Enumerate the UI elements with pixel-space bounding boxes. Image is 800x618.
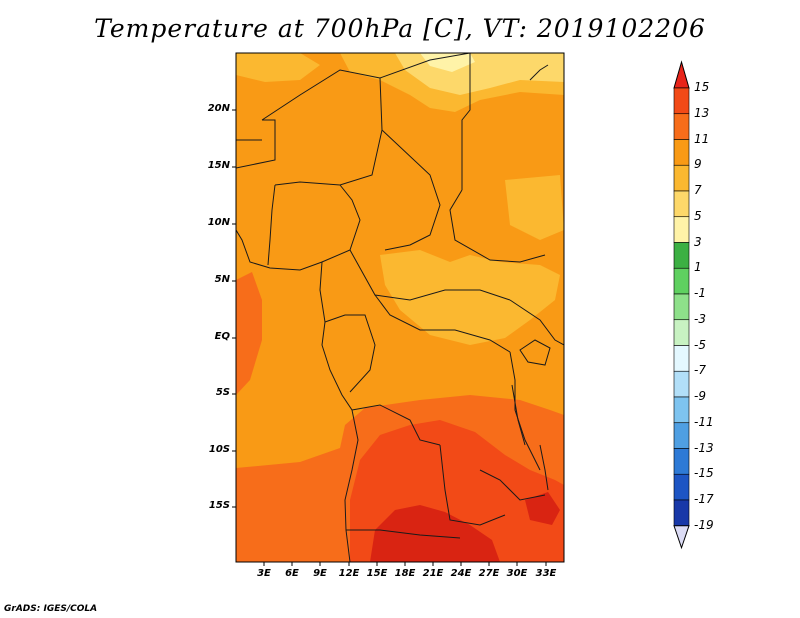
border-nigeria-cameroon: [321, 184, 361, 263]
lat-label: 15N: [207, 160, 230, 171]
colorbar-label: 15: [694, 80, 710, 94]
colorbar-segment: [673, 345, 690, 372]
colorbar-label: 3: [694, 234, 702, 249]
colorbar-label: 13: [694, 105, 710, 120]
colorbar-label: -1: [694, 286, 706, 300]
lake-victoria: [519, 339, 551, 366]
border-libya: [379, 53, 471, 79]
colorbar-label: -19: [694, 517, 714, 532]
border-niger-chad: [274, 77, 383, 186]
colorbar-segment: [673, 473, 690, 501]
field-light-ne: [505, 175, 564, 240]
border-car: [349, 249, 511, 301]
field-hottest-core: [370, 505, 500, 562]
border-angola-drc: [351, 404, 441, 446]
colorbar-segment: [673, 139, 690, 166]
map-title: Temperature at 700hPa [C], VT: 201910220…: [94, 14, 706, 43]
colorbar-top-arrow: [673, 60, 690, 89]
lon-label: 30E: [506, 568, 528, 579]
lon-label: 15E: [366, 568, 388, 579]
colorbar-label: -15: [694, 466, 714, 481]
grads-credit: GrADS: IGES/COLA: [4, 604, 98, 614]
colorbar-label: -7: [694, 363, 706, 378]
border-nigeria: [267, 184, 276, 266]
border-drc-east: [509, 351, 541, 471]
border-zambia: [479, 469, 546, 501]
lat-label: EQ: [214, 331, 230, 342]
colorbar-label: -11: [694, 414, 714, 429]
lon-label: 3E: [257, 568, 271, 579]
lon-label: 6E: [285, 568, 299, 579]
lat-label: 15S: [208, 500, 230, 511]
border-sudan-east: [449, 189, 546, 263]
field-hottest-east: [525, 492, 560, 525]
lat-label: 20N: [207, 103, 230, 114]
coastline-west: [236, 229, 359, 562]
colorbar-segment: [673, 422, 690, 449]
colorbar-label: -3: [694, 311, 706, 326]
border-angola-namibia: [346, 529, 461, 539]
colorbar-segment: [673, 190, 690, 218]
lon-label: 18E: [394, 568, 416, 579]
colorbar-label: -9: [694, 389, 706, 403]
field-palest-north: [420, 53, 475, 72]
red-sea-coast: [529, 64, 549, 81]
colorbar-segment: [673, 293, 690, 321]
colorbar-segment: [673, 319, 690, 346]
lon-label: 33E: [535, 568, 557, 579]
border-angola-zambia: [439, 444, 506, 526]
lake-malawi: [539, 444, 549, 491]
lake-tanganyika: [511, 384, 526, 446]
colorbar-label: 9: [694, 157, 702, 172]
colorbar-label: -17: [694, 492, 714, 506]
lon-label: 24E: [450, 568, 472, 579]
colorbar-label: 1: [694, 260, 702, 275]
temperature-field: [236, 53, 564, 562]
border-chad-sudan: [381, 129, 441, 251]
colorbar-label: -5: [694, 337, 706, 352]
lon-label: 27E: [478, 568, 500, 579]
border-egypt: [461, 53, 471, 190]
colorbar: [673, 60, 690, 550]
lat-label: 5N: [214, 274, 230, 285]
colorbar-segment: [673, 448, 690, 475]
colorbar-segment: [673, 242, 690, 269]
colorbar-segment: [673, 499, 690, 527]
map-frame: [235, 52, 565, 563]
border-algeria-niger: [261, 69, 381, 121]
colorbar-label: -13: [694, 440, 714, 455]
colorbar-bottom-arrow: [673, 525, 690, 550]
lon-label: 12E: [338, 568, 360, 579]
lat-label: 5S: [215, 387, 230, 398]
colorbar-segment: [673, 113, 690, 140]
border-congo: [324, 314, 376, 393]
lat-label: 10N: [207, 217, 230, 228]
colorbar-segment: [673, 396, 690, 424]
border-drc-north: [374, 294, 511, 353]
colorbar-label: 5: [694, 208, 702, 223]
country-borders: [236, 53, 564, 562]
field-light-central: [380, 250, 560, 345]
colorbar-segment: [673, 87, 690, 115]
lon-label: 9E: [313, 568, 327, 579]
colorbar-segment: [673, 267, 690, 295]
colorbar-segment: [673, 164, 690, 192]
lat-label: 10S: [208, 444, 230, 455]
colorbar-segment: [673, 370, 690, 398]
field-warm-gulf: [236, 272, 262, 395]
colorbar-label: 11: [694, 131, 710, 146]
colorbar-segment: [673, 216, 690, 243]
field-light-west: [236, 53, 320, 82]
border-mali-niger: [236, 119, 276, 169]
colorbar-label: 7: [694, 183, 702, 197]
lon-label: 21E: [422, 568, 444, 579]
border-east: [509, 299, 564, 346]
